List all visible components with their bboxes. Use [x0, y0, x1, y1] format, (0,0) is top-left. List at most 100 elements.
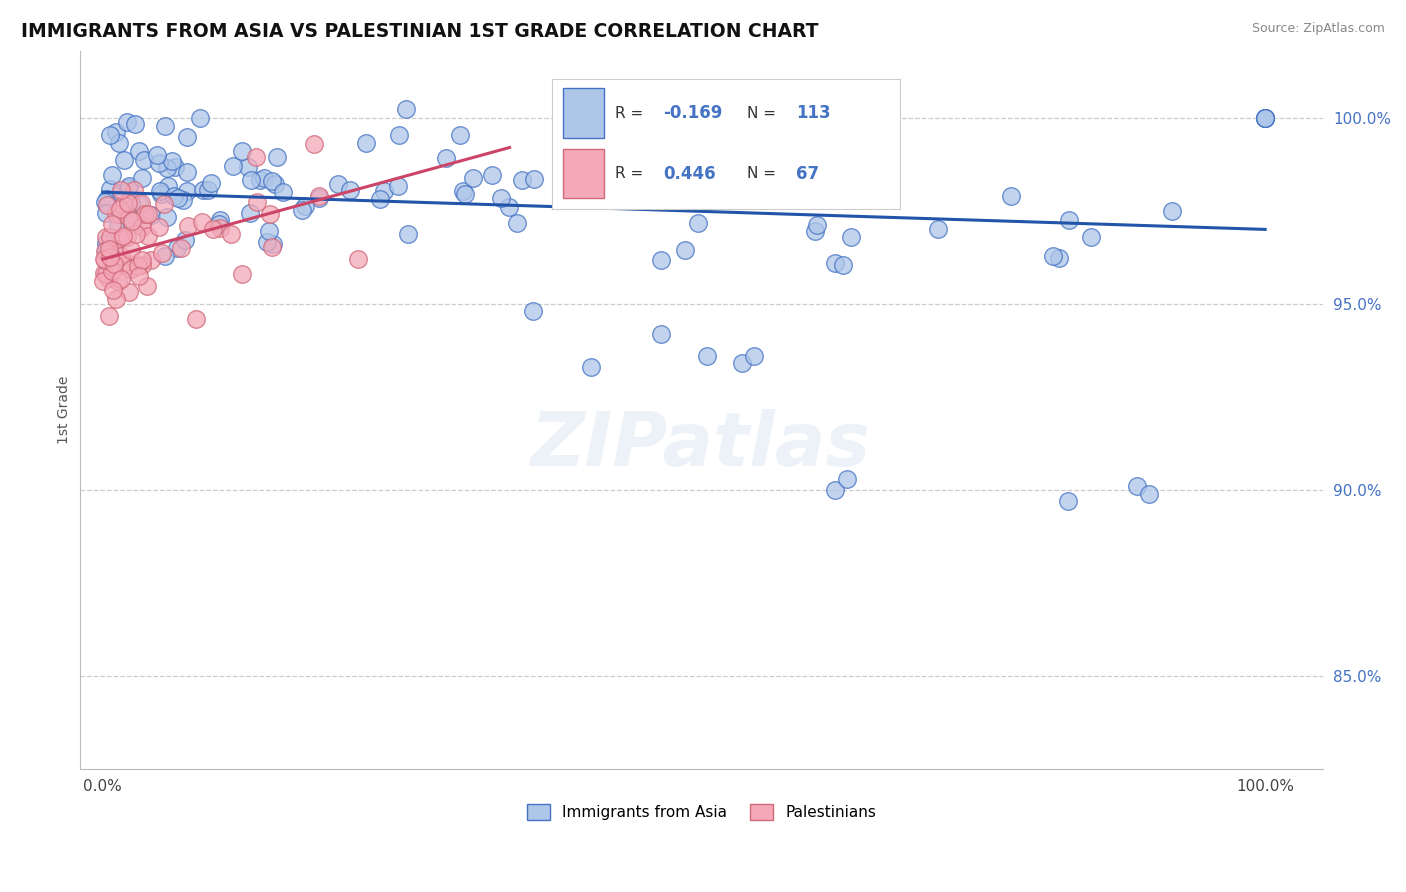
Point — [104, 125, 127, 139]
Point — [148, 156, 170, 170]
Point — [149, 184, 172, 198]
Point — [387, 179, 409, 194]
Point — [120, 262, 142, 277]
Point — [1254, 111, 1277, 125]
Point — [110, 183, 132, 197]
Point — [373, 184, 395, 198]
Text: IMMIGRANTS FROM ASIA VS PALESTINIAN 1ST GRADE CORRELATION CHART: IMMIGRANTS FROM ASIA VS PALESTINIAN 1ST … — [21, 22, 818, 41]
Point — [125, 227, 148, 242]
Point — [110, 272, 132, 286]
Point — [98, 182, 121, 196]
Point — [650, 326, 672, 341]
Point — [262, 237, 284, 252]
Point — [153, 249, 176, 263]
Point — [249, 173, 271, 187]
Point — [339, 183, 361, 197]
Point — [806, 218, 828, 232]
Point — [108, 202, 131, 216]
Point — [131, 220, 153, 235]
Point — [131, 219, 153, 233]
Point — [110, 207, 132, 221]
Point — [461, 171, 484, 186]
Point — [97, 242, 120, 256]
Point — [231, 267, 253, 281]
Point — [93, 274, 115, 288]
Point — [208, 217, 231, 231]
Point — [245, 150, 267, 164]
Point — [131, 171, 153, 186]
Point — [481, 168, 503, 182]
Point — [166, 240, 188, 254]
Legend: Immigrants from Asia, Palestinians: Immigrants from Asia, Palestinians — [520, 798, 882, 826]
Point — [118, 285, 141, 299]
Point — [136, 207, 159, 221]
Point — [184, 311, 207, 326]
Point — [927, 221, 949, 235]
Point — [434, 151, 457, 165]
Point — [131, 259, 153, 273]
Point — [101, 283, 124, 297]
Point — [208, 213, 231, 227]
Point — [100, 128, 122, 142]
Point — [94, 243, 117, 257]
Point — [167, 190, 190, 204]
Text: ZIPatlas: ZIPatlas — [531, 409, 872, 483]
Point — [396, 227, 419, 241]
Point — [108, 136, 131, 151]
Point — [253, 171, 276, 186]
Point — [347, 252, 370, 267]
Point — [489, 191, 512, 205]
Point — [118, 179, 141, 194]
Point — [238, 161, 260, 175]
Point — [304, 136, 326, 151]
Point — [176, 164, 198, 178]
Point — [256, 235, 278, 250]
Point — [132, 153, 155, 168]
Point — [107, 219, 129, 234]
Y-axis label: 1st Grade: 1st Grade — [58, 376, 72, 444]
Point — [449, 128, 471, 142]
Point — [94, 236, 117, 251]
Point — [260, 239, 283, 253]
Point — [104, 207, 127, 221]
Point — [93, 252, 115, 266]
Point — [156, 210, 179, 224]
Point — [174, 233, 197, 247]
Point — [246, 194, 269, 209]
Point — [98, 250, 121, 264]
Point — [103, 257, 125, 271]
Point — [231, 145, 253, 159]
Point — [100, 230, 122, 244]
Point — [191, 215, 214, 229]
Point — [523, 172, 546, 186]
Text: Source: ZipAtlas.com: Source: ZipAtlas.com — [1251, 22, 1385, 36]
Point — [98, 309, 121, 323]
Point — [294, 199, 316, 213]
Point — [128, 144, 150, 158]
Point — [153, 119, 176, 133]
Point — [94, 195, 117, 210]
Point — [128, 196, 150, 211]
Point — [94, 205, 117, 219]
Point — [129, 195, 152, 210]
Point — [1254, 111, 1277, 125]
Point — [686, 216, 709, 230]
Point — [101, 217, 124, 231]
Point — [117, 195, 139, 210]
Point — [368, 193, 391, 207]
Point — [108, 232, 131, 246]
Point — [579, 360, 602, 375]
Point — [308, 189, 330, 203]
Point — [127, 259, 149, 273]
Point — [96, 198, 118, 212]
Point — [172, 193, 194, 207]
Point — [134, 206, 156, 220]
Point — [257, 224, 280, 238]
Point — [631, 170, 654, 185]
Point — [110, 249, 132, 263]
Point — [163, 189, 186, 203]
Point — [1137, 487, 1160, 501]
Point — [96, 268, 118, 282]
Point — [107, 274, 129, 288]
Point — [105, 292, 128, 306]
